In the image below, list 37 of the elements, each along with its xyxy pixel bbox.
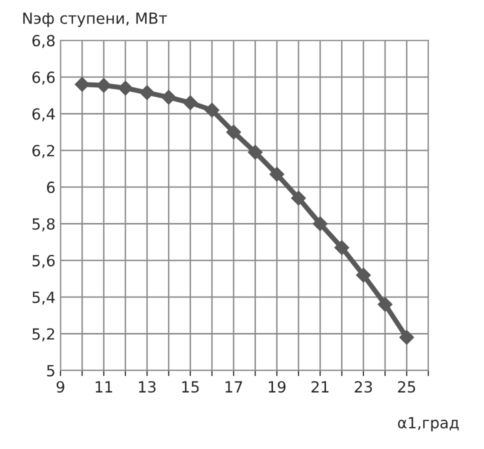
x-axis-title: α1,град xyxy=(398,417,459,432)
y-axis-title: Nэф ступени, МВт xyxy=(23,12,167,27)
y-tick-label: 6,2 xyxy=(32,144,54,158)
point xyxy=(248,144,263,160)
point xyxy=(399,330,414,345)
x-tick-label: 21 xyxy=(312,381,328,392)
x-tick-label: 9 xyxy=(56,381,64,393)
y-tick-label: 5,4 xyxy=(32,292,55,305)
point xyxy=(334,240,350,255)
x-tick-label: 19 xyxy=(268,381,286,393)
point xyxy=(118,80,133,96)
y-tick-label: 6 xyxy=(46,182,55,194)
point xyxy=(74,77,90,92)
y-tick-label: 5,6 xyxy=(32,254,55,268)
point xyxy=(312,216,328,232)
point xyxy=(182,95,198,110)
point xyxy=(140,85,154,100)
y-tick-label: 6,4 xyxy=(32,108,55,122)
y-tick-label: 5 xyxy=(47,365,54,376)
point xyxy=(291,190,306,206)
x-tick-label: 11 xyxy=(96,381,112,392)
point xyxy=(161,90,176,105)
x-tick-label: 17 xyxy=(226,381,242,392)
y-tick-label: 5,2 xyxy=(32,328,54,342)
x-tick-label: 23 xyxy=(354,381,372,393)
x-tick-label: 13 xyxy=(139,381,156,393)
y-tick-label: 5,8 xyxy=(32,218,55,232)
x-tick-label: 15 xyxy=(182,381,199,393)
y-tick-label: 6,8 xyxy=(32,34,55,48)
point xyxy=(96,78,112,93)
point xyxy=(226,124,241,140)
point xyxy=(356,268,371,282)
x-tick-label: 25 xyxy=(398,381,416,393)
point xyxy=(269,166,284,182)
point xyxy=(378,297,392,312)
y-tick-label: 6,6 xyxy=(32,72,55,85)
point xyxy=(204,102,220,118)
